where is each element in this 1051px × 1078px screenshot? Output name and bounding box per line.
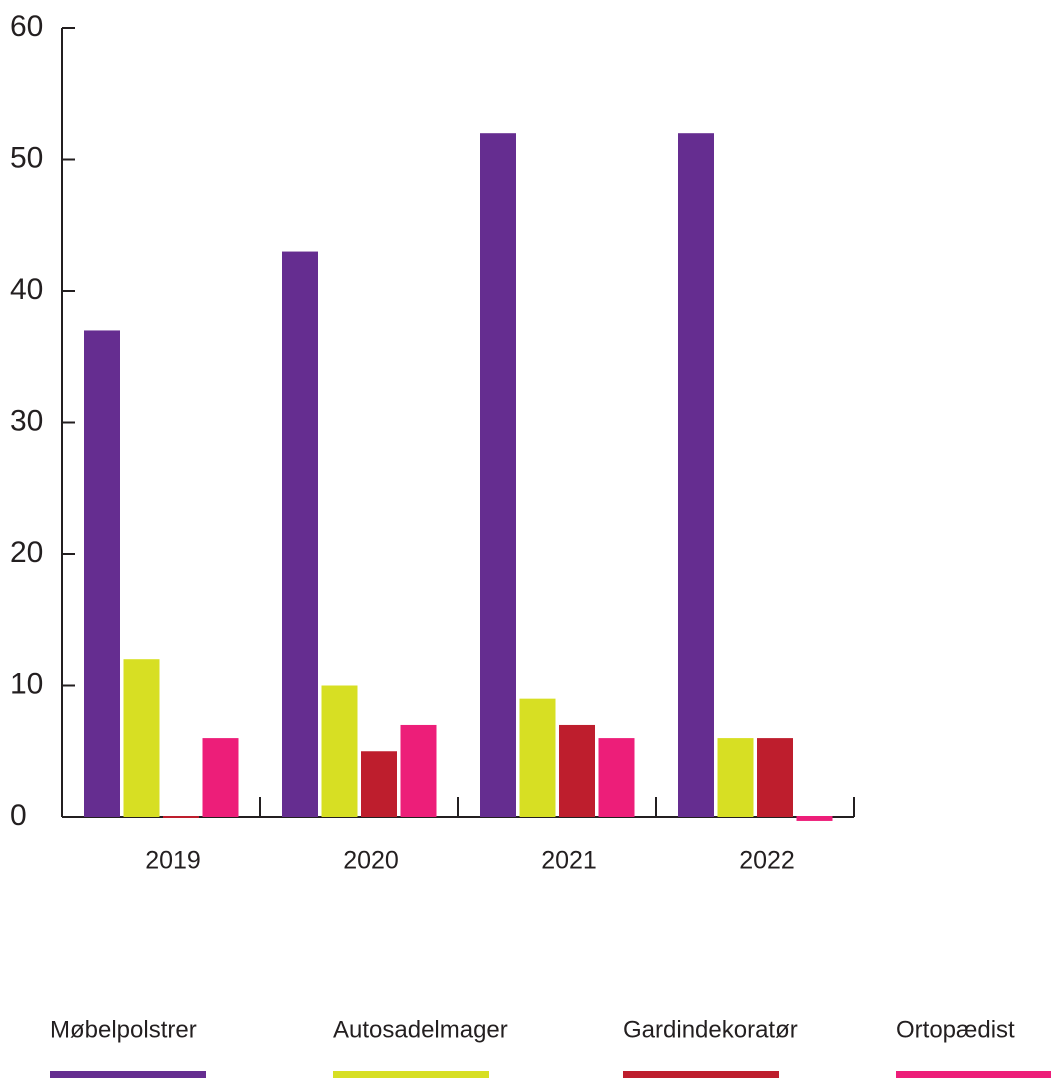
x-tick-label: 2021: [541, 847, 597, 875]
bar: [202, 738, 239, 817]
bar: [678, 133, 714, 817]
legend-swatch: [896, 1071, 1051, 1078]
y-tick-label: 30: [10, 404, 43, 437]
legend-label: Autosadelmager: [333, 1016, 508, 1043]
legend-swatch: [50, 1071, 206, 1078]
bar: [598, 738, 635, 817]
bar: [84, 330, 120, 817]
bar: [282, 251, 318, 818]
bar: [559, 724, 595, 817]
bar: [400, 724, 437, 817]
bar: [321, 685, 358, 817]
bar: [480, 133, 516, 817]
y-tick-label: 50: [10, 141, 43, 174]
legend-label: Ortopædist: [896, 1016, 1015, 1043]
bar: [361, 751, 397, 817]
bar: [519, 698, 556, 817]
x-tick-label: 2022: [739, 847, 795, 875]
legend-label: Gardindekoratør: [623, 1016, 798, 1043]
bar: [757, 738, 793, 817]
bar: [796, 816, 833, 821]
y-tick-label: 40: [10, 273, 43, 306]
legend-swatch: [623, 1071, 779, 1078]
legend-label: Møbelpolstrer: [50, 1016, 197, 1043]
y-tick-label: 60: [10, 10, 43, 43]
bar: [717, 738, 754, 817]
legend-swatch: [333, 1071, 489, 1078]
y-tick-label: 10: [10, 667, 43, 700]
x-tick-label: 2020: [343, 847, 399, 875]
y-tick-label: 20: [10, 536, 43, 569]
bar: [163, 816, 199, 818]
x-tick-label: 2019: [145, 847, 201, 875]
bar: [123, 659, 160, 817]
y-tick-label: 0: [10, 799, 27, 832]
